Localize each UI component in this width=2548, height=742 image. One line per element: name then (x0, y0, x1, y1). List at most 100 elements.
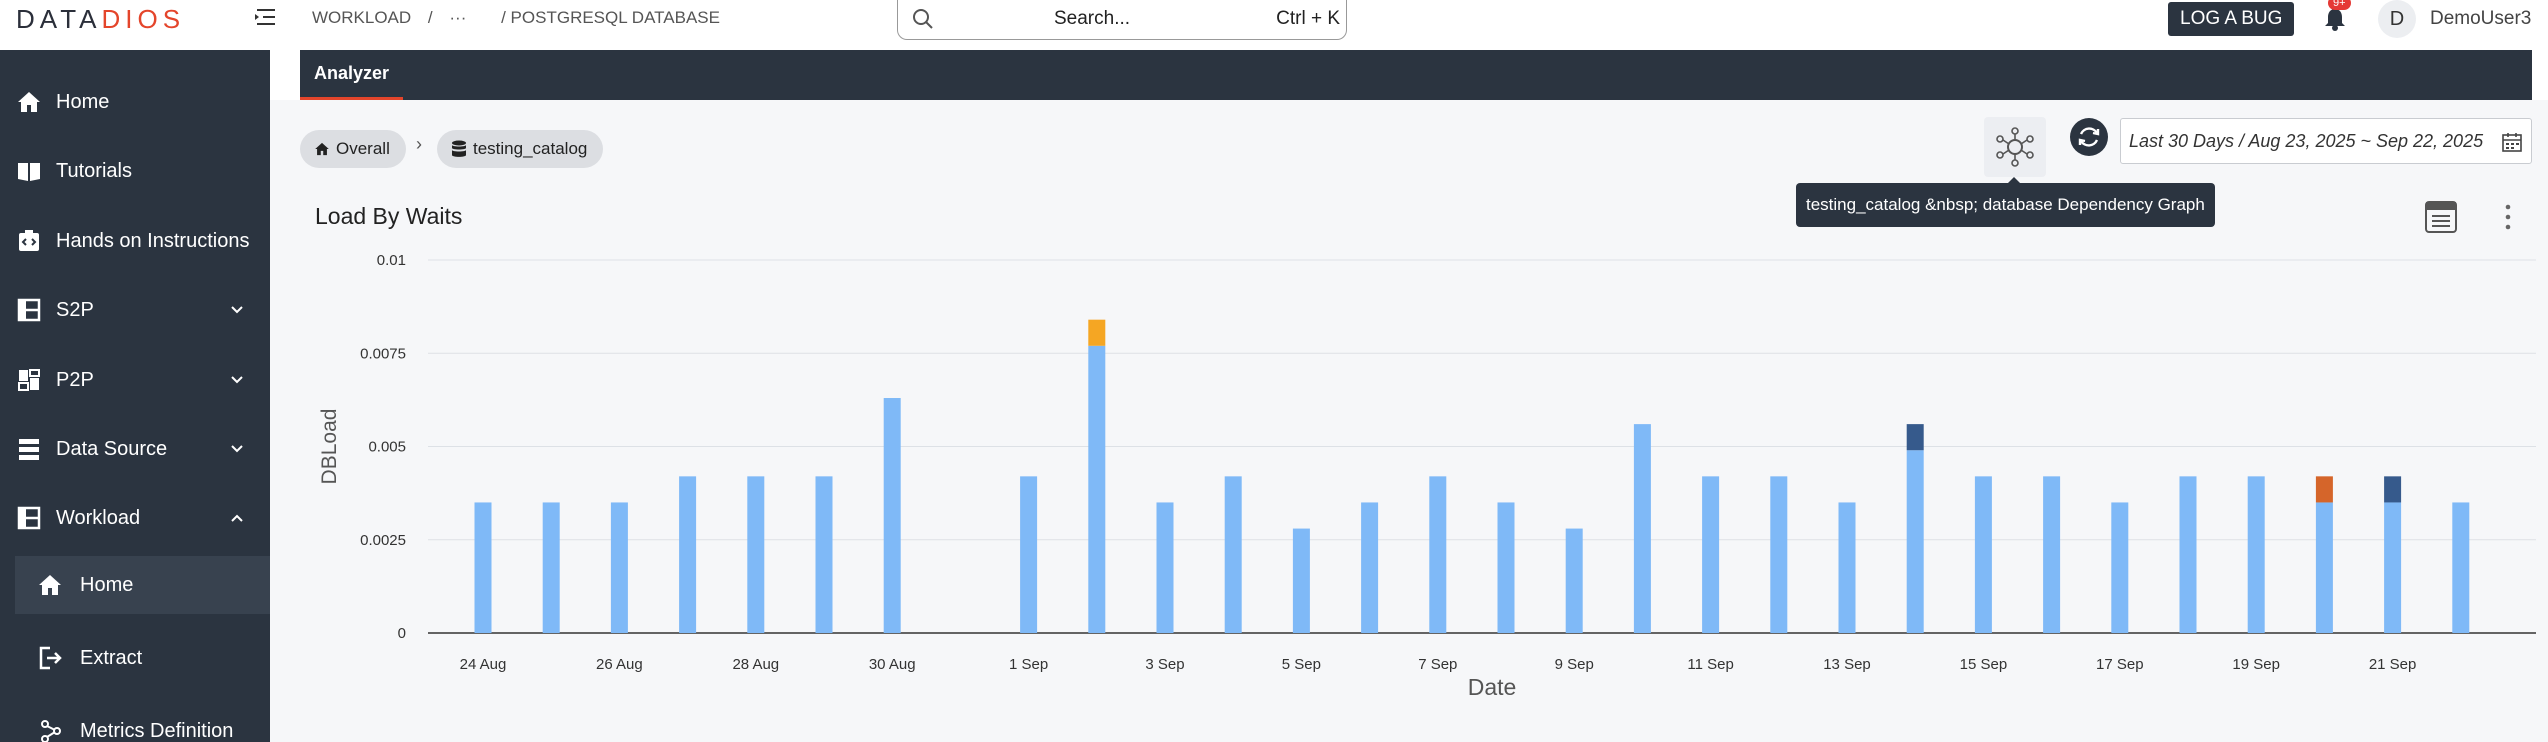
chip-overall-label: Overall (336, 139, 390, 158)
date-range-value: Last 30 Days / Aug 23, 2025 ~ Sep 22, 20… (2129, 131, 2484, 151)
x-tick-label: 28 Aug (732, 656, 779, 673)
bar-segment (815, 476, 833, 633)
bar-segment (1497, 502, 1515, 633)
bar-segment (2043, 476, 2061, 633)
more-options-icon[interactable] (2500, 202, 2516, 232)
refresh-button[interactable] (2070, 118, 2108, 156)
layout-icon (17, 298, 41, 322)
x-tick-label: 24 Aug (460, 656, 507, 673)
bar-segment (1770, 476, 1788, 633)
bar-segment (1224, 476, 1242, 633)
home-icon (315, 142, 329, 156)
sidebar-item-label: P2P (56, 368, 94, 391)
search-icon (913, 9, 933, 29)
chevron-down-icon (231, 376, 243, 384)
chip-overall[interactable]: Overall (300, 130, 406, 168)
sidebar-item-tutorials[interactable]: Tutorials (0, 146, 270, 196)
bar-segment (2179, 476, 2197, 633)
bar-segment (1838, 502, 1856, 633)
x-tick-label: 3 Sep (1145, 656, 1184, 673)
sidebar-subitem-extract[interactable]: Extract (0, 633, 270, 683)
sidebar-item-label: Tutorials (56, 159, 132, 182)
top-bar: DATADIOS WORKLOAD / ··· / POSTGRESQL DAT… (0, 0, 2548, 50)
chevron-up-icon (231, 514, 243, 522)
bar-segment (747, 476, 765, 633)
bar-segment (2247, 476, 2265, 633)
bar-segment (1906, 450, 1924, 633)
x-tick-label: 17 Sep (2096, 656, 2144, 673)
tab-analyzer[interactable]: Analyzer (300, 50, 404, 100)
log-bug-button[interactable]: LOG A BUG (2168, 2, 2295, 36)
database-icon (452, 140, 466, 157)
bar-segment (1156, 502, 1174, 633)
avatar[interactable]: D (2378, 0, 2416, 38)
bar-segment (1361, 502, 1379, 633)
y-tick-label: 0.0075 (360, 345, 406, 362)
sidebar-subitem-metrics-definition[interactable]: Metrics Definition (0, 706, 270, 742)
y-tick-label: 0.01 (377, 252, 406, 269)
y-axis-label: DBLoad (318, 409, 341, 485)
menu-toggle-icon[interactable] (253, 6, 279, 28)
bar-segment (2384, 476, 2402, 503)
sidebar-subitem-home[interactable]: Home (15, 556, 270, 614)
x-tick-label: 11 Sep (1687, 656, 1733, 673)
x-tick-label: 1 Sep (1009, 656, 1048, 673)
bar-segment (1565, 528, 1583, 633)
bar-segment (2315, 502, 2333, 633)
breadcrumb-current: / POSTGRESQL DATABASE (501, 8, 720, 27)
username[interactable]: DemoUser3 (2430, 8, 2532, 29)
bar-segment (679, 476, 697, 633)
home-icon (18, 92, 40, 112)
x-tick-label: 21 Sep (2369, 656, 2417, 673)
bell-icon[interactable] (2322, 6, 2348, 32)
sidebar-item-p2p[interactable]: P2P (0, 355, 270, 405)
layout-icon (17, 506, 41, 530)
sidebar-item-hands-on-instructions[interactable]: Hands on Instructions (0, 216, 270, 266)
bar-segment (1020, 476, 1038, 633)
bar-segment (1702, 476, 1720, 633)
bar-segment (1974, 476, 1992, 633)
home-icon (39, 575, 61, 595)
load-by-waits-chart: 0 0.0025 0.005 0.0075 0.01 DBLoad Date 24 Aug 26… (318, 252, 2536, 700)
sidebar-item-label: Hands on Instructions (56, 229, 250, 252)
bar-segment (2384, 502, 2402, 633)
bar-segment (610, 502, 628, 633)
sidebar-item-workload[interactable]: Workload (0, 493, 270, 543)
sidebar: Home Tutorials Hands on Instructions S2P… (0, 50, 270, 742)
sidebar-item-home[interactable]: Home (0, 77, 270, 127)
server-icon (19, 439, 39, 460)
search-input[interactable]: Search... Ctrl + K (897, 0, 1347, 40)
x-tick-label: 15 Sep (1960, 656, 2008, 673)
bar-segment (542, 502, 560, 633)
tab-bar: Analyzer (300, 50, 2532, 100)
sidebar-item-label: S2P (56, 298, 94, 321)
bar-segment (474, 502, 492, 633)
search-placeholder: Search... (1054, 8, 1131, 29)
chip-testing-catalog[interactable]: testing_catalog (437, 130, 604, 168)
sidebar-item-label: Home (80, 573, 134, 596)
extract-icon (39, 646, 62, 670)
x-tick-label: 5 Sep (1282, 656, 1321, 673)
metrics-icon (41, 720, 61, 742)
date-range-picker[interactable]: Last 30 Days / Aug 23, 2025 ~ Sep 22, 20… (2120, 118, 2532, 164)
refresh-icon (2078, 127, 2100, 147)
breadcrumb: WORKLOAD / ··· / POSTGRESQL DATABASE (312, 8, 732, 28)
bar-segment (1088, 345, 1106, 633)
breadcrumb-workload[interactable]: WORKLOAD (312, 8, 412, 27)
chip-testing-catalog-label: testing_catalog (473, 139, 588, 158)
breadcrumb-ellipsis[interactable]: ··· (449, 8, 467, 27)
table-view-icon[interactable] (2424, 200, 2458, 234)
sidebar-item-label: Home (56, 90, 110, 113)
dashboard-icon (18, 369, 40, 391)
network-graph-icon (1996, 127, 2034, 167)
app-logo[interactable]: DATADIOS (16, 4, 186, 34)
sidebar-item-data-source[interactable]: Data Source (0, 424, 270, 474)
x-tick-label: 9 Sep (1555, 656, 1594, 673)
sidebar-item-s2p[interactable]: S2P (0, 285, 270, 335)
dependency-graph-button[interactable] (1984, 117, 2046, 177)
instructions-icon (19, 230, 39, 251)
x-tick-label: 30 Aug (869, 656, 916, 673)
breadcrumb-separator: / (427, 8, 433, 27)
bar-segment (1429, 476, 1447, 633)
sidebar-item-label: Metrics Definition (80, 719, 234, 742)
